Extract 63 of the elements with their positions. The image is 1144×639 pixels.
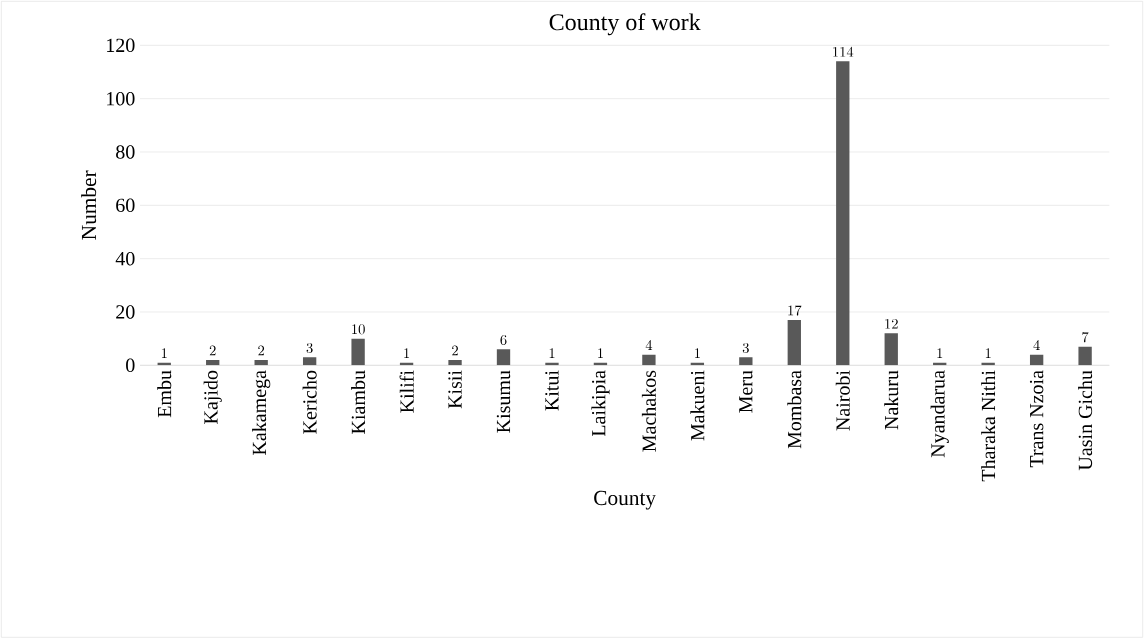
- y-tick-label: 60: [116, 198, 135, 213]
- x-tick-label: Makueni: [690, 370, 705, 441]
- bar: [884, 333, 898, 366]
- data-label: 6: [500, 335, 507, 346]
- data-label: 3: [306, 343, 313, 354]
- x-tick-label: Kisii: [448, 370, 462, 409]
- x-axis-title: County: [594, 490, 656, 510]
- x-tick-label: Kilifi: [399, 370, 414, 413]
- bar: [1029, 354, 1044, 366]
- x-tick-label: Kakamega: [252, 370, 271, 456]
- data-label: 2: [258, 345, 265, 356]
- bar: [787, 320, 801, 366]
- y-tick-label: 120: [107, 38, 135, 53]
- y-tick-label: 40: [115, 252, 135, 266]
- x-tick-label: Nairobi: [835, 370, 850, 431]
- data-label: 3: [742, 343, 749, 354]
- x-tick-label: Kericho: [302, 370, 317, 435]
- bar: [448, 360, 462, 366]
- x-tick-label: Mombasa: [787, 370, 802, 449]
- bar: [302, 357, 317, 366]
- x-tick-label: Kajido: [203, 370, 222, 425]
- x-tick-label: Tharaka Nithi: [981, 370, 996, 482]
- data-label: 1: [598, 348, 603, 359]
- x-tick-label: Kitui: [545, 370, 559, 411]
- x-tick-label: Kiambu: [351, 370, 366, 435]
- data-label: 1: [695, 348, 700, 359]
- data-label: 2: [452, 345, 458, 356]
- bar: [351, 338, 365, 366]
- x-tick-label: Nyandarua: [930, 370, 949, 458]
- x-tick-label: Laikipia: [591, 370, 610, 437]
- data-label: 1: [404, 348, 410, 359]
- x-tick-label: Embu: [157, 370, 172, 418]
- x-tick-label: Uasin Gichu: [1078, 370, 1093, 471]
- bar: [254, 360, 268, 366]
- data-label: 1: [985, 348, 991, 359]
- data-label: 12: [885, 319, 898, 329]
- bar: [642, 354, 656, 366]
- y-axis-title: Number: [81, 170, 97, 240]
- x-tick-label: Nakuru: [884, 370, 899, 430]
- data-label: 4: [1033, 340, 1040, 351]
- data-label: 1: [549, 348, 555, 359]
- x-tick-label: Kisumu: [496, 370, 511, 433]
- data-label: 2: [209, 345, 216, 356]
- bar: [206, 360, 220, 366]
- data-label: 1: [937, 348, 943, 359]
- y-tick-label: 80: [116, 145, 135, 159]
- data-label: 10: [352, 324, 365, 335]
- x-tick-label: Meru: [739, 370, 753, 413]
- chart-title: County of work: [549, 13, 701, 36]
- data-label: 4: [645, 340, 653, 351]
- bar: [739, 357, 753, 366]
- data-label: 114: [833, 46, 854, 57]
- y-tick-label: 0: [126, 358, 135, 373]
- data-label: 1: [161, 348, 167, 359]
- x-tick-label: Machakos: [641, 370, 656, 452]
- data-label: 17: [788, 305, 802, 316]
- data-label: 7: [1082, 332, 1089, 343]
- bar: [836, 61, 850, 366]
- y-tick-label: 100: [107, 92, 135, 106]
- bar: [496, 349, 511, 366]
- x-tick-label: Trans Nzoia: [1029, 370, 1044, 468]
- bar: [1078, 346, 1092, 366]
- y-tick-label: 20: [116, 305, 135, 319]
